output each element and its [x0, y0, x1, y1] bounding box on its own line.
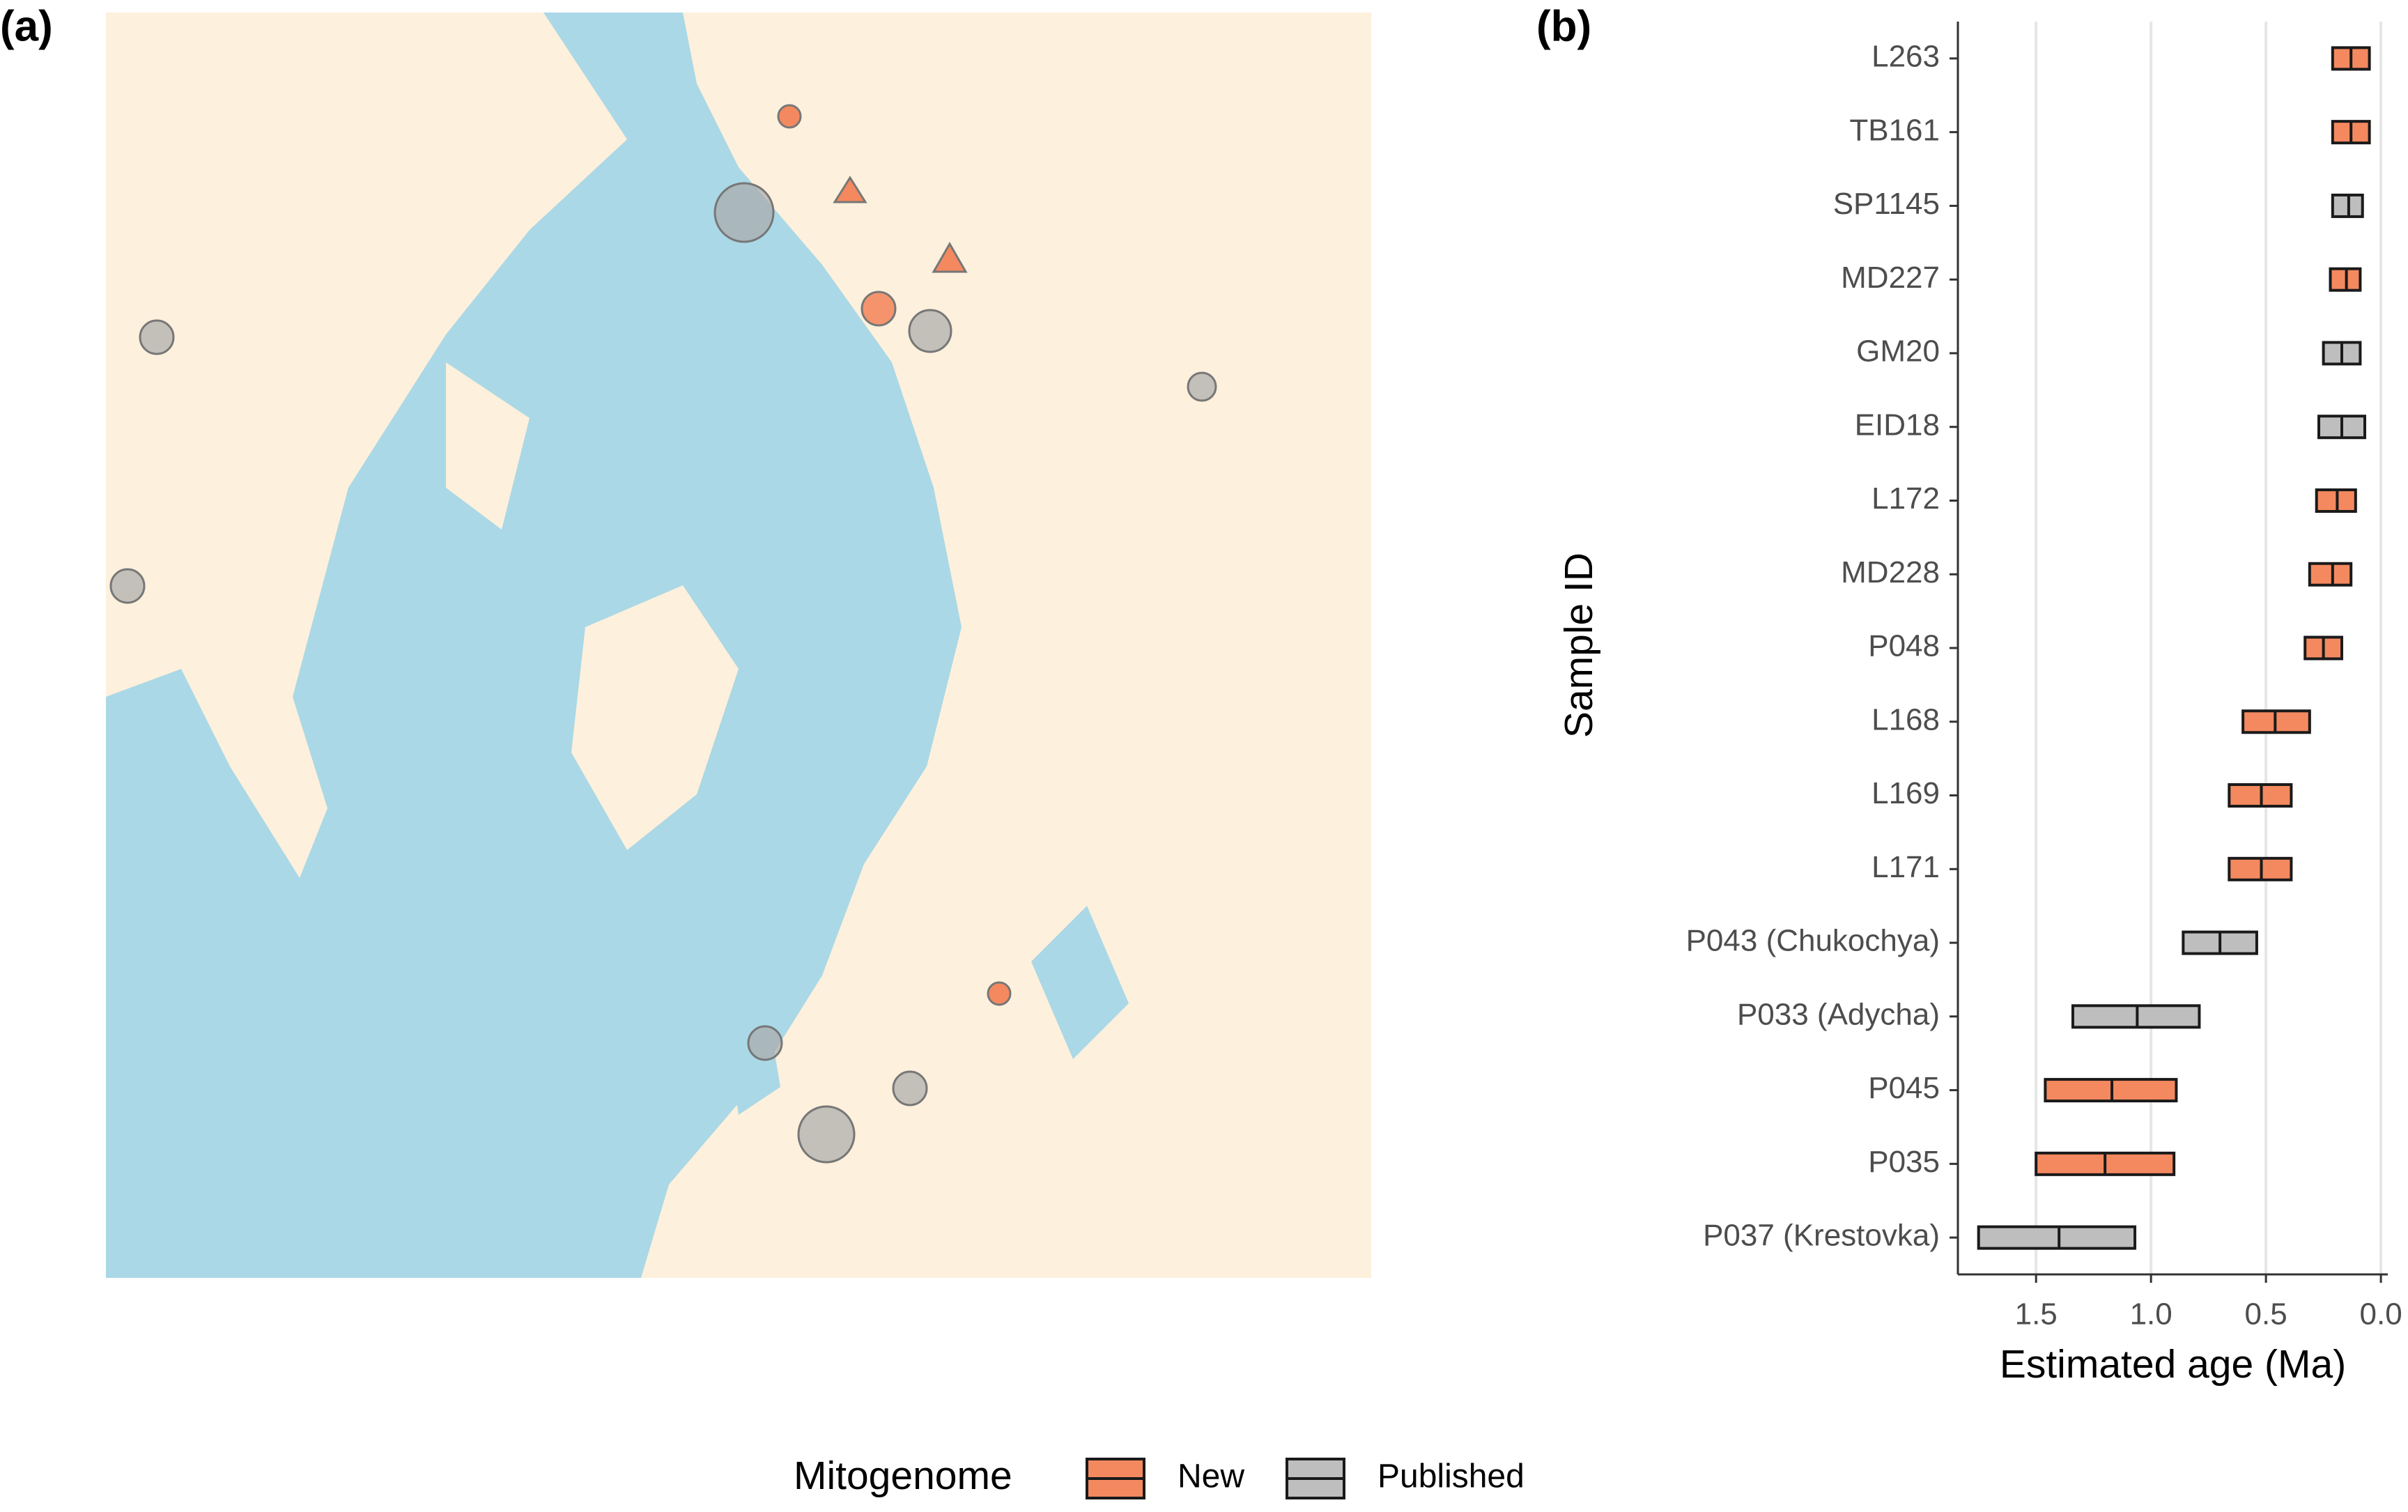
site [139, 319, 175, 355]
greenland [571, 585, 739, 850]
y-tick-label: EID18 [1855, 408, 1940, 442]
map [106, 13, 1371, 1278]
x-tick-label: 0.0 [2360, 1297, 2402, 1332]
y-tick-label: SP1145 [1833, 187, 1940, 221]
x-tick-label: 1.5 [2015, 1297, 2058, 1332]
site [747, 1025, 783, 1061]
y-tick-label: P033 (Adycha) [1737, 997, 1940, 1031]
site [109, 568, 146, 604]
y-tick-label: L172 [1871, 481, 1940, 516]
y-axis-title: Sample ID [1557, 553, 1601, 738]
y-tick-label: P035 [1868, 1145, 1940, 1179]
site [777, 104, 802, 129]
legend-label: New [1178, 1458, 1244, 1495]
site [908, 309, 952, 353]
site [892, 1070, 928, 1106]
baltic [1031, 906, 1129, 1059]
x-axis-title: Estimated age (Ma) [2000, 1342, 2346, 1387]
site [797, 1105, 856, 1164]
panel-a-label: (a) [0, 2, 53, 50]
site [833, 176, 867, 203]
x-tick-label: 1.0 [2130, 1297, 2172, 1332]
y-tick-label: P043 (Chukochya) [1686, 924, 1940, 958]
site [860, 291, 897, 327]
y-tick-label: P048 [1868, 629, 1940, 663]
legend-title: Mitogenome [794, 1453, 1012, 1498]
y-tick-label: P037 (Krestovka) [1703, 1219, 1940, 1253]
y-tick-label: MD227 [1841, 261, 1940, 295]
site [987, 981, 1012, 1006]
y-tick-label: MD228 [1841, 555, 1940, 589]
panel-b-label: (b) [1536, 2, 1591, 50]
interval-bar [2308, 562, 2353, 587]
y-tick-label: TB161 [1849, 113, 1940, 147]
eurasia [641, 13, 1371, 1278]
y-tick-label: L168 [1871, 702, 1940, 736]
north-america [106, 13, 627, 878]
y-tick-label: L263 [1871, 40, 1940, 74]
site [932, 241, 968, 273]
island [446, 362, 530, 530]
x-tick-label: 0.5 [2245, 1297, 2287, 1332]
site [713, 182, 775, 243]
y-tick-label: P045 [1868, 1071, 1940, 1105]
y-tick-label: L171 [1871, 850, 1940, 884]
y-tick-label: L169 [1871, 776, 1940, 810]
site [1187, 371, 1217, 402]
interval-bar [1977, 1225, 2137, 1250]
y-tick-label: GM20 [1856, 334, 1940, 369]
legend-label: Published [1377, 1458, 1525, 1495]
